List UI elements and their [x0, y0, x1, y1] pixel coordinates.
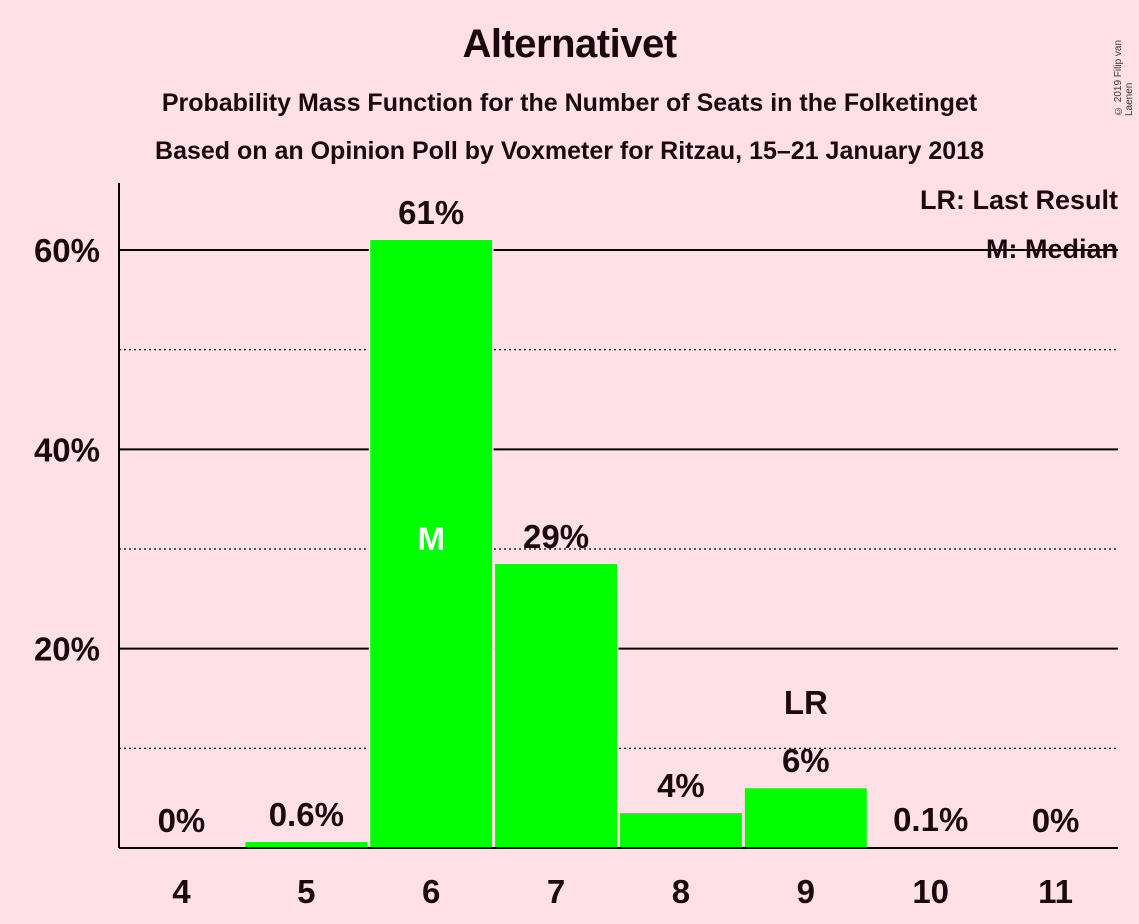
x-tick-label: 10	[912, 873, 949, 910]
x-tick-label: 8	[672, 873, 690, 910]
data-label: 0%	[1032, 802, 1080, 839]
bar	[370, 240, 493, 849]
x-tick-label: 6	[422, 873, 440, 910]
median-marker: M	[417, 520, 445, 557]
axis-layer: 20% 40% 60% 4 5 6 7 8 9 10 11	[34, 183, 1118, 910]
data-label: 0.1%	[893, 801, 968, 838]
y-tick-label: 20%	[34, 631, 100, 668]
data-label: 0.6%	[269, 796, 344, 833]
bar-halo	[868, 845, 994, 848]
bar	[744, 788, 867, 848]
grid-layer	[119, 249, 1118, 749]
bar	[620, 813, 742, 848]
data-label: 29%	[523, 518, 589, 555]
legend-last-result: LR: Last Result	[920, 185, 1118, 215]
bar	[245, 842, 368, 848]
data-label: 0%	[158, 802, 206, 839]
x-tick-label: 11	[1038, 873, 1073, 910]
y-tick-label: 40%	[34, 431, 100, 468]
x-tick-label: 7	[547, 873, 565, 910]
legend-layer: LR: Last Result M: Median	[920, 185, 1118, 264]
y-tick-label: 60%	[34, 232, 100, 269]
chart-title: Alternativet	[462, 22, 677, 66]
last-result-marker: LR	[784, 684, 828, 721]
data-label: 6%	[782, 742, 830, 779]
x-tick-label: 5	[297, 873, 315, 910]
legend-median: M: Median	[986, 234, 1118, 264]
chart-subtitle-poll: Based on an Opinion Poll by Voxmeter for…	[155, 137, 984, 165]
label-layer: 0% 0.6% 61% M 29% 4% 6% LR 0.1% 0%	[158, 194, 1080, 839]
data-label: 61%	[398, 194, 464, 231]
bar-layer	[243, 238, 994, 849]
bar	[495, 563, 617, 848]
x-tick-label: 4	[172, 873, 191, 910]
x-tick-label: 9	[797, 873, 815, 910]
data-label: 4%	[657, 767, 705, 804]
chart-subtitle: Probability Mass Function for the Number…	[161, 89, 978, 117]
